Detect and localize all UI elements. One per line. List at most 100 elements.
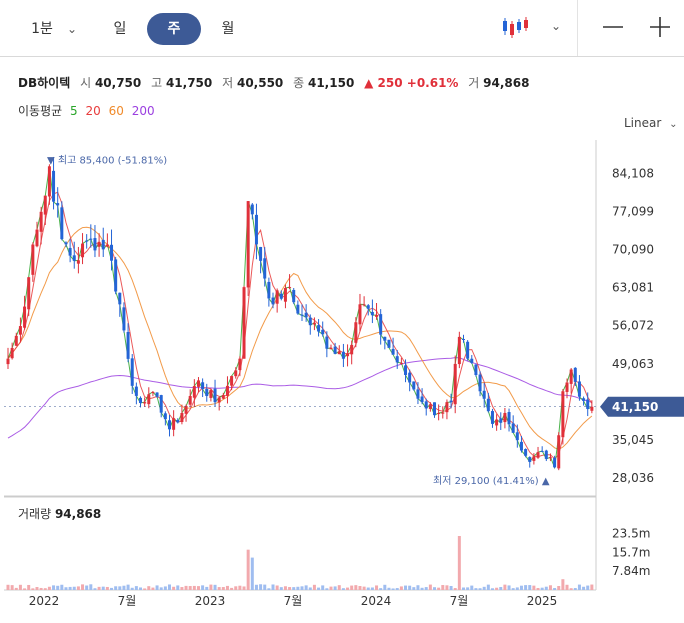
candlestick-chart-type-icon[interactable] [500, 15, 530, 41]
volume-bar [205, 586, 209, 590]
volume-bar [354, 585, 358, 590]
interval-month-button[interactable]: 월 [221, 21, 235, 37]
volume-tick-label: 23.5m [612, 527, 650, 541]
open-label: 시 [80, 76, 92, 90]
volume-bar [122, 585, 126, 590]
volume-bar [201, 585, 205, 590]
candle-body [532, 456, 536, 461]
chevron-down-icon[interactable]: ⌄ [550, 19, 562, 33]
interval-week-button[interactable]: 주 [147, 13, 201, 45]
zoom-in-icon[interactable] [648, 12, 672, 42]
candle-body [507, 412, 511, 425]
candle-body [159, 395, 163, 413]
candle-body [478, 374, 482, 392]
candlestick-series [6, 156, 594, 471]
volume-bar [474, 588, 478, 590]
volume-bar [511, 588, 515, 590]
candle-body [234, 370, 238, 377]
interval-minute-button[interactable]: 1분 [31, 21, 53, 37]
volume-bar [577, 584, 581, 590]
candle-body [68, 247, 72, 256]
candle-body [362, 304, 366, 306]
chart-axes: 28,03635,04542,05449,06356,07263,08170,0… [29, 166, 654, 608]
volume-bar [399, 586, 403, 590]
scale-selector[interactable]: Linear ⌄ [624, 116, 678, 130]
volume-bar [180, 587, 184, 590]
candle-body [461, 338, 465, 340]
candle-body [569, 369, 573, 384]
candle-body [105, 244, 109, 247]
volume-bar [155, 585, 159, 590]
candle-body [544, 450, 548, 459]
candle-body [561, 391, 565, 438]
volume-bar [217, 587, 221, 590]
candle-body [474, 364, 478, 375]
candle-body [283, 288, 287, 302]
candle-body [167, 420, 171, 430]
high-marker-label: ▼ 최고 85,400 (-51.81%) [47, 154, 167, 166]
candle-body [242, 287, 246, 359]
interval-day-button[interactable]: 일 [113, 21, 127, 37]
candle-body [101, 239, 105, 250]
last-price-tag [600, 396, 684, 417]
candle-body [341, 351, 345, 359]
candle-body [27, 277, 31, 310]
volume-bar [76, 586, 80, 590]
close-value: 41,150 [307, 76, 355, 90]
volume-bar [544, 586, 548, 590]
volume-bar [449, 585, 453, 590]
volume-bar [196, 586, 200, 590]
volume-bar [176, 585, 180, 590]
volume-bar [130, 587, 134, 590]
candle-body [110, 244, 114, 261]
volume-panel-label: 거래량 [18, 507, 52, 521]
volume-bar [383, 584, 387, 590]
candle-body [457, 336, 461, 365]
candle-body [97, 241, 101, 247]
interval-toolbar: 1분 ⌄ 일 주 월 ⌄ [0, 0, 684, 57]
volume-bar [424, 587, 428, 590]
volume-bar [457, 536, 461, 590]
candle-body [217, 397, 221, 403]
zoom-out-icon[interactable] [601, 12, 625, 42]
time-axis-label: 2022 [29, 594, 60, 608]
volume-bars [6, 536, 594, 590]
candle-body [18, 326, 22, 335]
volume-bar [296, 586, 300, 590]
chevron-down-icon[interactable]: ⌄ [66, 22, 78, 36]
volume-bar [408, 585, 412, 590]
volume-bar [308, 587, 312, 590]
low-marker-label: 최저 29,100 (41.41%) ▲ [433, 475, 550, 487]
candle-body [548, 457, 552, 459]
candle-body [441, 412, 445, 414]
candle-body [14, 335, 18, 346]
candle-body [420, 396, 424, 403]
volume-bar [93, 588, 97, 590]
volume-bar [528, 585, 532, 590]
change-value: ▲ 250 +0.61% [364, 76, 459, 90]
candle-body [271, 297, 275, 305]
candle-body [47, 166, 51, 197]
price-tick-label: 35,045 [612, 433, 654, 447]
volume-bar [466, 587, 470, 590]
candle-body [184, 405, 188, 414]
candle-body [325, 336, 329, 349]
candle-body [437, 413, 441, 415]
candle-body [553, 457, 557, 468]
volume-bar [437, 587, 441, 590]
volume-bar [14, 587, 18, 590]
candle-body [259, 246, 263, 261]
candle-body [267, 281, 271, 299]
volume-bar [300, 586, 304, 590]
candle-body [225, 385, 229, 396]
candle-body [582, 398, 586, 401]
volume-bar [10, 585, 14, 590]
candle-body [354, 322, 358, 343]
volume-bar [188, 586, 192, 590]
volume-bar [536, 587, 540, 590]
price-tick-label: 84,108 [612, 166, 654, 180]
candle-body [43, 195, 47, 215]
candle-body [85, 240, 89, 242]
candle-body [499, 418, 503, 423]
